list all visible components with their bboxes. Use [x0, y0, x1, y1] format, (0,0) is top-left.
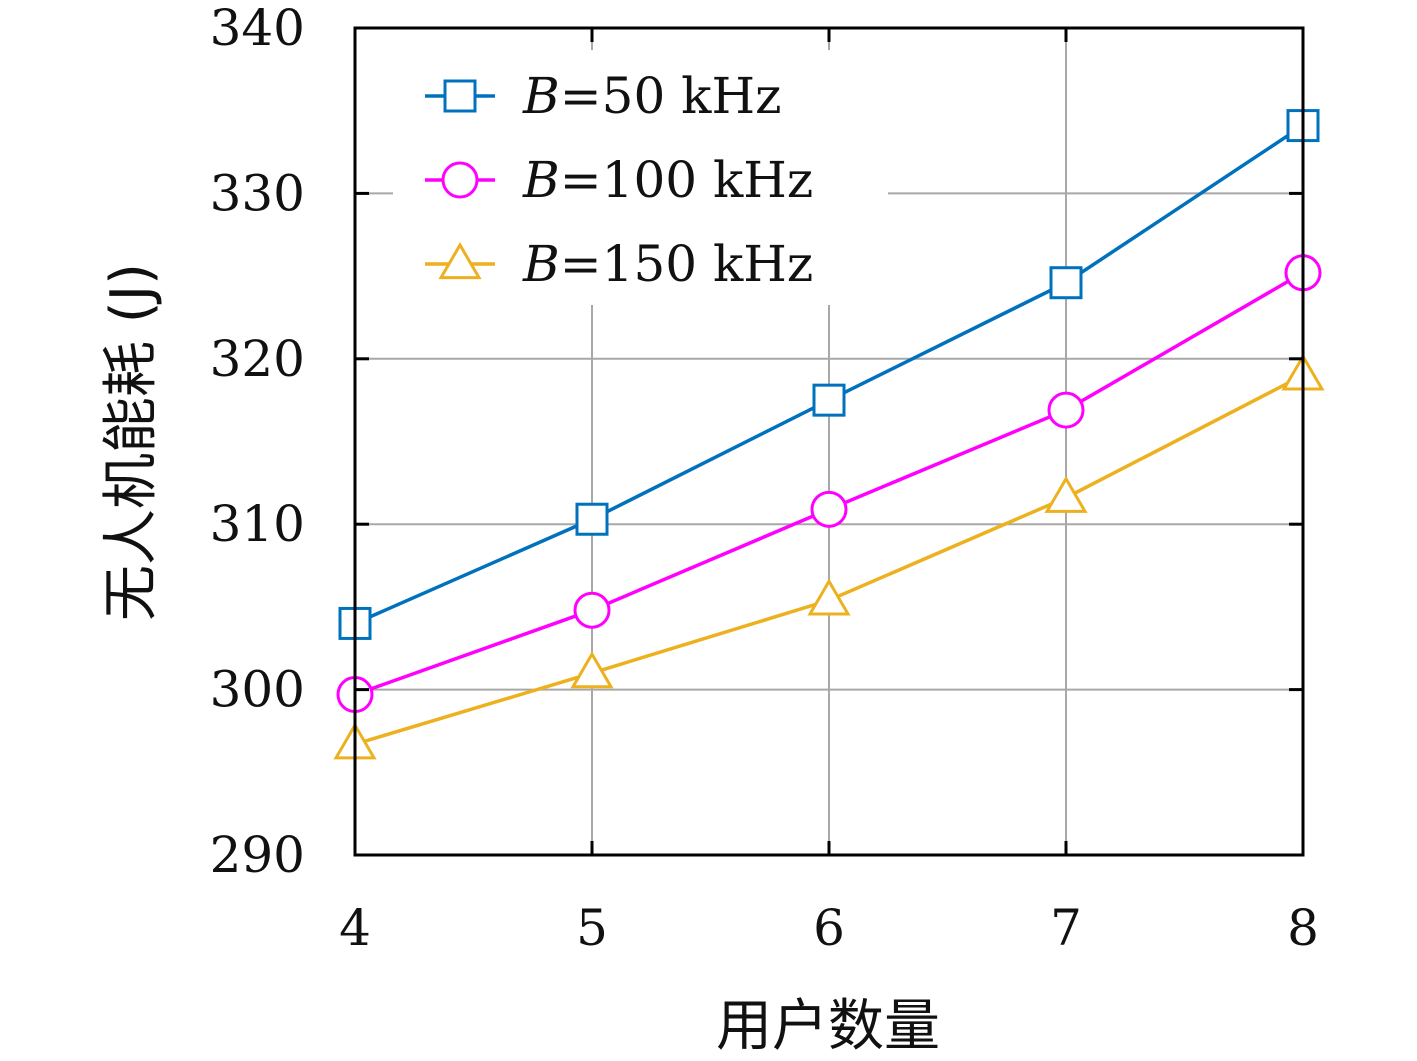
y-axis-title: 无人机能耗 (J): [99, 263, 164, 621]
data-point-square: [1049, 266, 1083, 300]
x-axis-title: 用户数量: [716, 994, 940, 1059]
y-tick-label: 290: [210, 826, 305, 884]
y-tick-label: 310: [210, 495, 305, 553]
legend-item: B=100 kHz: [425, 151, 813, 209]
data-point-triangle: [1044, 475, 1088, 513]
data-point-circle: [810, 490, 848, 528]
data-point-triangle: [570, 651, 614, 689]
data-point-square: [812, 383, 846, 417]
legend-marker-square: [443, 79, 477, 113]
y-tick-label: 320: [210, 330, 305, 388]
legend-marker-circle: [441, 161, 479, 199]
legend: B=50 kHz B=100 kHz B=150 kHz: [393, 50, 888, 305]
legend-item: B=150 kHz: [425, 235, 813, 293]
y-tick-label: 340: [210, 0, 305, 57]
legend-label: B=100 kHz: [522, 151, 813, 209]
legend-label: B=150 kHz: [522, 235, 813, 293]
x-tick-label: 5: [576, 899, 608, 957]
series-2: [336, 254, 1322, 714]
x-tick-label: 8: [1287, 899, 1319, 957]
x-tick-label: 7: [1050, 899, 1082, 957]
y-tick-label: 330: [210, 164, 305, 222]
data-point-circle: [573, 591, 611, 629]
series-1: [338, 109, 1320, 640]
data-point-square: [575, 502, 609, 536]
data-point-triangle: [807, 578, 851, 616]
x-tick-label: 6: [813, 899, 845, 957]
legend-label: B=50 kHz: [522, 67, 781, 125]
axis-ticks: [353, 26, 1305, 857]
tick-labels: 4 5 6 7 8 290 300 310 320 330 340: [210, 0, 1319, 957]
x-tick-label: 4: [339, 899, 371, 957]
data-point-circle: [1047, 391, 1085, 429]
legend-item: B=50 kHz: [425, 67, 781, 125]
legend-marker-triangle: [438, 242, 482, 280]
y-tick-label: 300: [210, 661, 305, 719]
